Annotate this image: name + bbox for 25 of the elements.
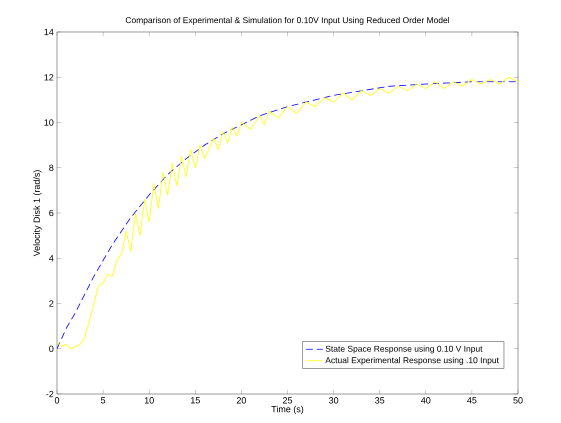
y-tick-label: 8 [49,164,54,171]
x-tick-label: 35 [375,397,384,404]
y-tick-label: 0 [49,346,54,352]
y-tick-label: 6 [49,210,54,216]
x-tick-label: 40 [421,397,430,404]
x-tick-label: 45 [467,397,477,404]
x-tick-label: 25 [282,397,292,404]
x-tick-label: 10 [144,397,154,404]
x-tick-label: 30 [328,397,338,404]
chart-title: Comparison of Experimental & Simulation for 0.10V Input Using Reduced Order Model [126,16,450,25]
y-tick-label: 12 [44,74,54,80]
y-tick-label: 2 [49,300,54,307]
y-axis-title: Velocity Disk 1 (rad/s) [33,170,42,256]
x-tick-label: 0 [54,397,60,404]
legend-label: Actual Experimental Response using .10 Input [325,356,499,365]
x-tick-label: 20 [236,397,246,404]
y-tick-label: 4 [49,255,54,262]
y-tick-label: 10 [44,119,54,126]
x-tick-label: 50 [513,397,523,404]
legend-label: State Space Response using 0.10 V Input [326,346,482,354]
y-tick-label: -2 [46,390,54,398]
x-axis-title: Time (s) [271,406,304,414]
x-tick-label: 5 [100,397,106,404]
y-tick-label: 14 [44,28,54,36]
x-tick-label: 15 [191,397,200,404]
